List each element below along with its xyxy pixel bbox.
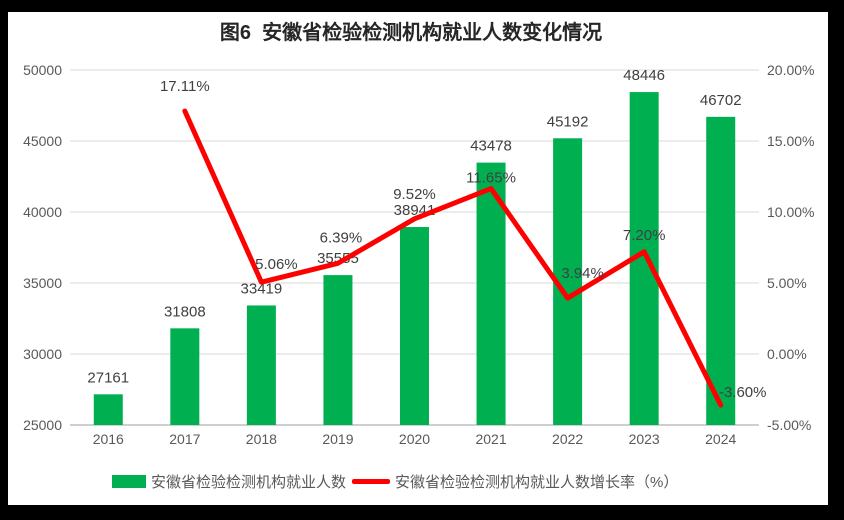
legend-bar-swatch-icon (112, 474, 146, 488)
bar-data-label: 31808 (164, 303, 206, 320)
bar-data-label: 43478 (470, 138, 512, 155)
line-data-label: 17.11% (160, 78, 210, 95)
bar-data-label: 45192 (547, 113, 589, 130)
x-axis-tick-label: 2018 (246, 431, 277, 447)
x-axis-tick-label: 2020 (399, 431, 430, 447)
bar-data-label: 33419 (241, 280, 283, 297)
bar-data-label: 48446 (623, 67, 665, 84)
right-axis-tick-label: -5.00% (767, 417, 811, 433)
line-data-label: 9.52% (393, 186, 436, 203)
legend-bar-series-label: 安徽省检验检测机构就业人数 (151, 473, 347, 491)
bar-2024 (706, 116, 736, 425)
left-axis-tick-label: 30000 (23, 346, 62, 362)
left-axis-tick-label: 35000 (23, 275, 62, 291)
growth-rate-line (182, 108, 724, 408)
right-axis-tick-label: 5.00% (767, 275, 807, 291)
legend-line-swatch-icon (352, 478, 391, 484)
right-axis-tick-label: 0.00% (767, 346, 807, 362)
x-axis-tick-label: 2023 (629, 431, 660, 447)
line-data-label: 7.20% (623, 227, 666, 244)
x-axis-tick-label: 2021 (475, 431, 506, 447)
line-data-label: 11.65% (466, 170, 516, 187)
chart-legend: 安徽省检验检测机构就业人数 安徽省检验检测机构就业人数增长率（%） (112, 469, 678, 493)
x-axis-tick-label: 2016 (93, 431, 124, 447)
left-axis-tick-label: 45000 (23, 133, 62, 149)
x-axis-tick-label: 2017 (169, 431, 200, 447)
right-axis-tick-label: 20.00% (767, 62, 814, 78)
line-data-label: 6.39% (320, 229, 363, 246)
left-axis-tick-label: 50000 (23, 62, 62, 78)
x-axis-tick-label: 2024 (705, 431, 736, 447)
right-axis-tick-label: 10.00% (767, 204, 814, 220)
x-axis-tick-label: 2019 (322, 431, 353, 447)
legend-line-series-label: 安徽省检验检测机构就业人数增长率（%） (395, 473, 679, 491)
bar-2016 (93, 394, 123, 425)
line-data-label: -3.60% (719, 384, 767, 401)
left-axis-tick-label: 25000 (23, 417, 62, 433)
bar-2018 (246, 305, 276, 425)
x-axis-tick-label: 2022 (552, 431, 583, 447)
bar-data-label: 46702 (700, 92, 742, 109)
left-axis-tick-label: 40000 (23, 204, 62, 220)
bar-data-label: 27161 (87, 369, 129, 386)
bar-2017 (170, 328, 200, 425)
right-axis-tick-label: 15.00% (767, 133, 814, 149)
chart-title: 图6 安徽省检验检测机构就业人数变化情况 (219, 22, 603, 44)
bar-2020 (400, 227, 429, 425)
line-data-label: 3.94% (561, 265, 604, 282)
bar-2019 (323, 275, 353, 425)
line-data-label: 5.06% (255, 256, 298, 273)
